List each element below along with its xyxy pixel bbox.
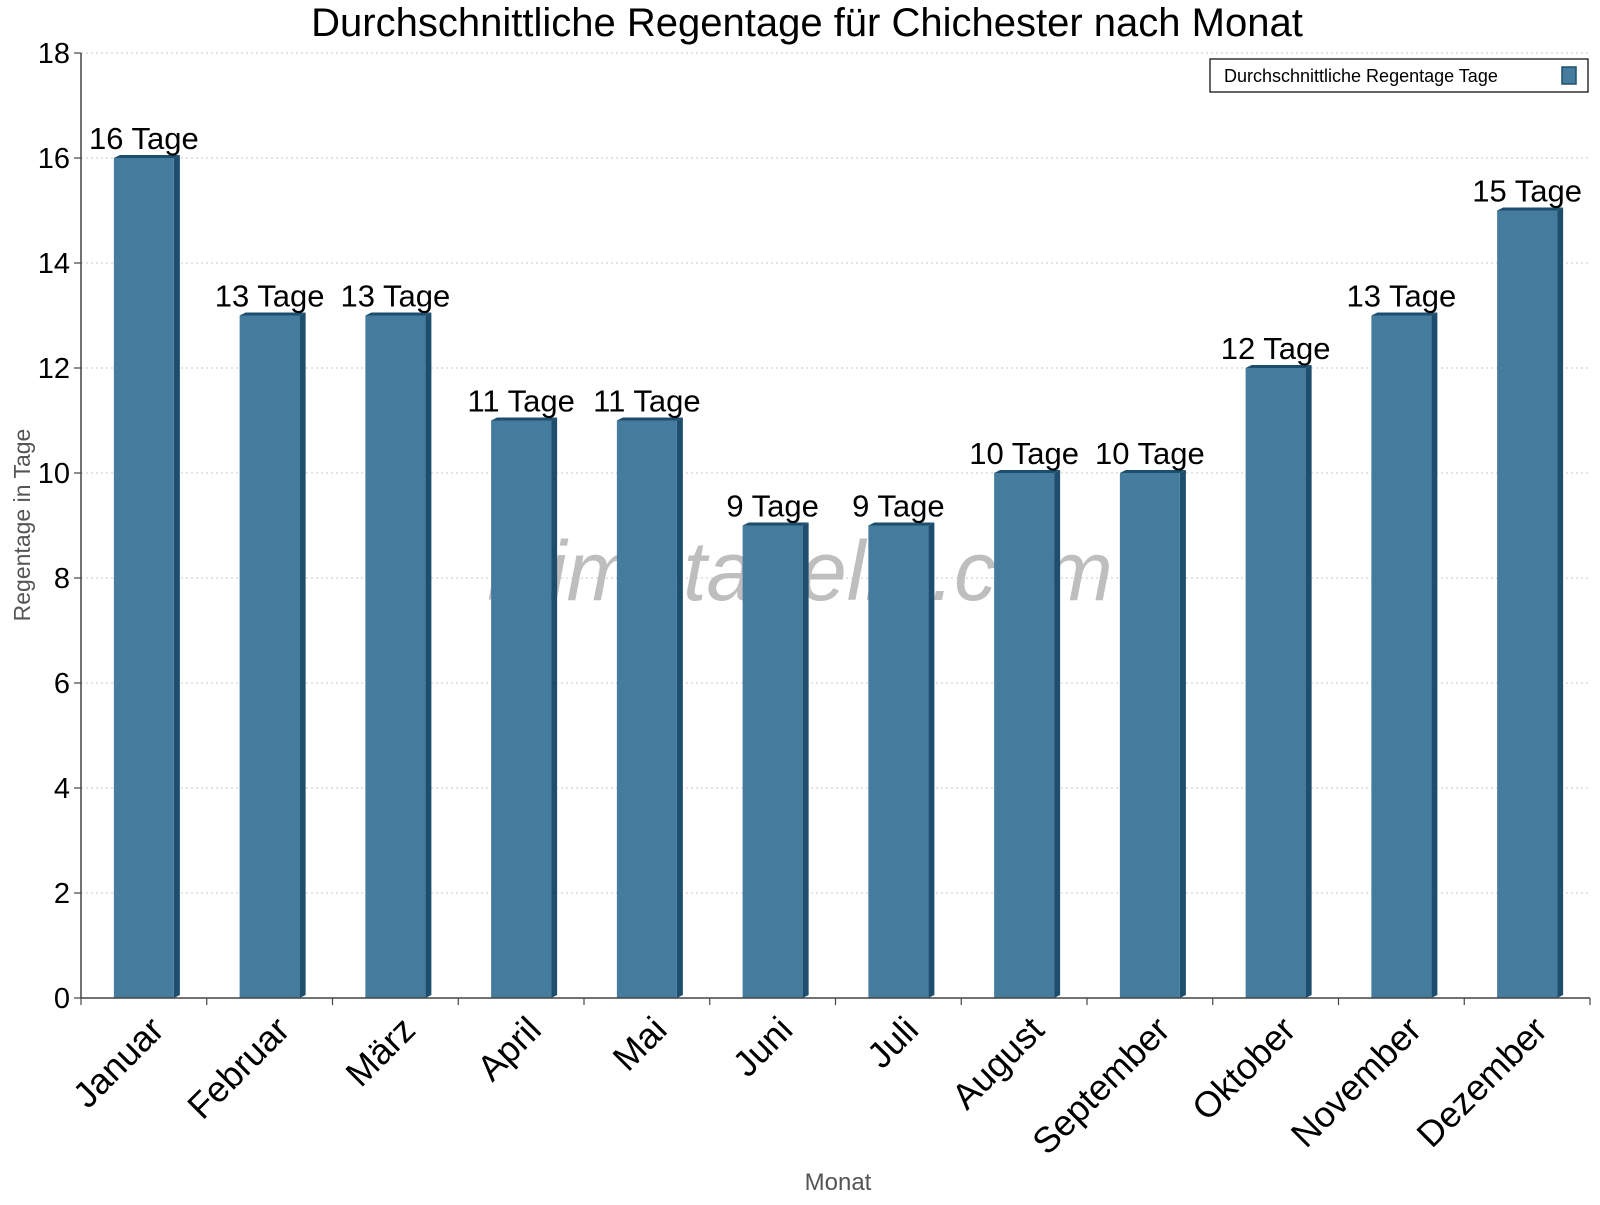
y-tick-label: 16 xyxy=(38,143,70,175)
data-labels: 16 Tage 13 Tage 13 Tage 11 Tage 11 Tage 9 Tag… xyxy=(89,121,1582,524)
bar-november xyxy=(1371,312,1438,998)
bar-september xyxy=(1119,470,1186,998)
bar xyxy=(994,473,1055,998)
y-tick-label: 14 xyxy=(38,248,70,280)
bar xyxy=(113,158,174,998)
bar-top xyxy=(742,522,809,526)
bar-top xyxy=(113,155,180,158)
legend-swatch xyxy=(1561,66,1577,85)
y-tick-label: 6 xyxy=(54,668,70,700)
x-tick-label: April xyxy=(469,1009,549,1089)
bar-top xyxy=(994,470,1061,473)
y-tick-label: 2 xyxy=(54,878,70,910)
x-tick-label: März xyxy=(337,1009,423,1095)
bar-side xyxy=(1557,207,1564,998)
x-tick-label: Februar xyxy=(179,1009,297,1127)
bar-top xyxy=(365,312,432,316)
bar xyxy=(742,525,803,998)
x-tick-label: Mai xyxy=(605,1009,675,1079)
x-tick-label: September xyxy=(1024,1009,1178,1163)
legend-box xyxy=(1209,58,1589,93)
bar-mai xyxy=(616,417,683,998)
data-label: 10 Tage xyxy=(969,436,1079,471)
x-tick-label: Januar xyxy=(65,1009,172,1116)
bar xyxy=(1497,210,1558,998)
gridlines xyxy=(81,52,1590,894)
data-label: 13 Tage xyxy=(215,279,325,314)
x-tick-label: Juli xyxy=(859,1009,926,1076)
bar-side xyxy=(1305,365,1312,998)
y-axis-title: Regentage in Tage xyxy=(9,429,35,622)
legend: Durchschnittliche Regentage Tage xyxy=(1209,58,1589,93)
bar-top xyxy=(868,522,935,526)
y-tick-label: 12 xyxy=(38,353,70,385)
bar xyxy=(365,315,426,998)
bar-side xyxy=(173,155,180,998)
bar-top xyxy=(239,312,306,316)
data-label: 9 Tage xyxy=(852,489,945,524)
bar xyxy=(1119,473,1180,998)
bar xyxy=(239,315,300,998)
bar-side xyxy=(676,417,683,998)
bar xyxy=(616,420,677,998)
y-tick-label: 8 xyxy=(54,563,70,595)
bars xyxy=(113,155,1564,998)
y-tick-label: 4 xyxy=(54,773,70,805)
bar-april xyxy=(491,417,558,998)
legend-label: Durchschnittliche Regentage Tage xyxy=(1224,66,1498,86)
y-tick-label: 10 xyxy=(38,458,70,490)
bar-top xyxy=(1245,365,1312,368)
bar xyxy=(1371,315,1432,998)
y-tick-label: 18 xyxy=(38,38,70,70)
chart-title: Durchschnittliche Regentage für Chichest… xyxy=(311,1,1303,45)
x-tick-label: November xyxy=(1283,1009,1429,1155)
bar xyxy=(1245,368,1306,998)
bar-top xyxy=(1497,207,1564,211)
bar-side xyxy=(1054,470,1061,998)
x-tick-label: August xyxy=(944,1009,1052,1117)
bar-side xyxy=(802,522,809,998)
data-label: 12 Tage xyxy=(1221,331,1331,366)
bar-side xyxy=(1179,470,1186,998)
bar-juli xyxy=(868,522,935,998)
bar-side xyxy=(299,312,306,998)
bar-side xyxy=(551,417,558,998)
data-label: 11 Tage xyxy=(467,384,574,419)
bar-januar xyxy=(113,155,180,998)
y-tick-label: 0 xyxy=(54,983,70,1015)
bar-februar xyxy=(239,312,306,998)
x-tick-label: Dezember xyxy=(1408,1009,1554,1155)
bar-dezember xyxy=(1497,207,1564,998)
bar-top xyxy=(1119,470,1186,473)
bar-side xyxy=(928,522,935,998)
bar-märz xyxy=(365,312,432,998)
bar-top xyxy=(616,417,683,421)
bar-top xyxy=(1371,312,1438,316)
x-tick-label: Oktober xyxy=(1184,1009,1304,1129)
data-label: 13 Tage xyxy=(340,279,450,314)
data-label: 11 Tage xyxy=(593,384,700,419)
bar-oktober xyxy=(1245,365,1312,998)
x-tick-label: Juni xyxy=(725,1009,801,1085)
bar-august xyxy=(994,470,1061,998)
bar xyxy=(491,420,552,998)
bar-top xyxy=(491,417,558,421)
bar-side xyxy=(425,312,432,998)
bar xyxy=(868,525,929,998)
data-label: 16 Tage xyxy=(89,121,199,156)
data-label: 15 Tage xyxy=(1472,174,1582,209)
bar-side xyxy=(1431,312,1438,998)
bar-juni xyxy=(742,522,809,998)
data-label: 10 Tage xyxy=(1095,436,1205,471)
data-label: 9 Tage xyxy=(726,489,819,524)
x-axis-title: Monat xyxy=(805,1169,872,1196)
data-label: 13 Tage xyxy=(1346,279,1456,314)
